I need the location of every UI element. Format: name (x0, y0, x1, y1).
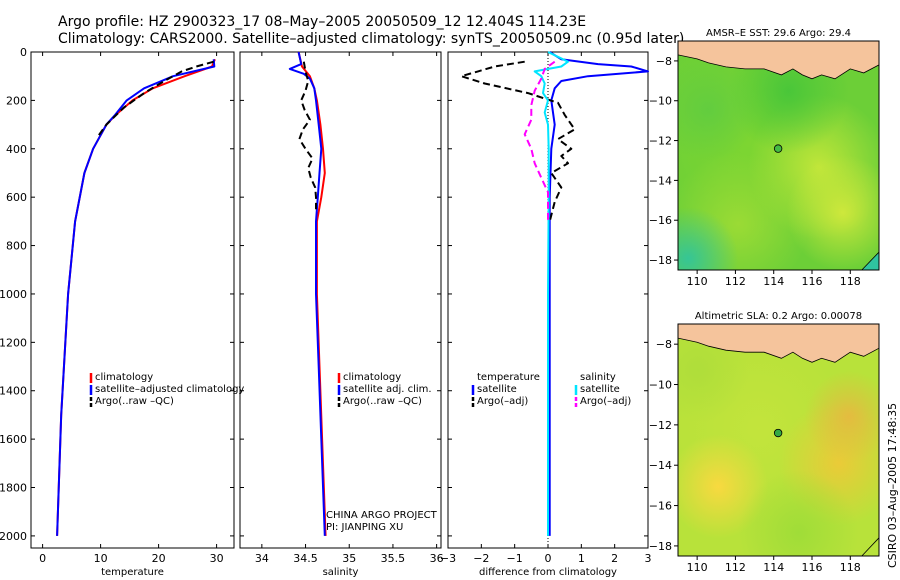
x-tick-label: 0 (39, 552, 46, 565)
annotation-pi: PI: JIANPING XU (326, 522, 403, 533)
panel-salinity: 34 34.5 35 35.5 36 salinity (239, 51, 444, 578)
argo-location-marker (773, 144, 783, 153)
plot-frame (30, 51, 235, 549)
map-field-patch (678, 58, 759, 162)
y-tick-label: −12 (649, 135, 672, 148)
legend-label: climatology (95, 372, 153, 383)
x-axis-label: salinity (323, 567, 359, 578)
x-tick-label: 20 (152, 552, 166, 565)
x-tick-label: 35 (342, 552, 356, 565)
footer-stamp: CSIRO 03–Aug–2005 17:48:35 (886, 402, 899, 568)
legend-label: satellite adj. clim. (343, 384, 432, 395)
map-field-patch (786, 155, 879, 270)
map-title: AMSR–E SST: 29.6 Argo: 29.4 (706, 28, 851, 39)
x-tick-label: −1 (507, 552, 523, 565)
legend-label: satellite (580, 384, 620, 395)
map-frame (677, 40, 880, 271)
y-tick-label: −10 (649, 379, 672, 392)
annotation-project: CHINA ARGO PROJECT (326, 510, 438, 521)
panel-difference: −3 −2 −1 0 1 2 3 difference from climatology (440, 51, 652, 578)
legend-label: salinity (580, 372, 616, 383)
legend-label: climatology (343, 372, 401, 383)
argo-location-marker (773, 428, 783, 438)
legend-label: satellite (477, 384, 517, 395)
x-tick-label: 36 (430, 552, 444, 565)
legend-label: Argo(–adj) (580, 396, 631, 407)
series-salinity-argo-adj- (523, 60, 556, 222)
legend-label: temperature (477, 372, 540, 383)
x-tick-label: 116 (802, 275, 823, 288)
y-tick-label: −18 (649, 254, 672, 267)
land-mass (678, 324, 879, 363)
y-tick-label: 2000 (0, 530, 27, 543)
series-temperature-argo-adj- (460, 60, 576, 222)
y-tick-label: −14 (649, 174, 672, 187)
x-tick-label: 114 (763, 275, 784, 288)
map-title: Altimetric SLA: 0.2 Argo: 0.00078 (695, 311, 862, 322)
x-tick-label: 10 (94, 552, 108, 565)
map-field-patch (738, 470, 859, 556)
x-tick-label: 118 (840, 561, 861, 574)
series-temperature-satellite (548, 51, 649, 536)
y-tick-label: 0 (20, 46, 27, 59)
legend-label: Argo(..raw –QC) (95, 396, 174, 407)
y-tick-label: −18 (649, 540, 672, 553)
series-satellite-adj-clim- (288, 51, 326, 536)
y-tick-label: −16 (649, 214, 672, 227)
y-tick-label: 1000 (0, 288, 27, 301)
map-field-patch (678, 207, 739, 270)
x-tick-label: 118 (840, 275, 861, 288)
x-tick-label: 0 (545, 552, 552, 565)
x-tick-label: 112 (725, 275, 746, 288)
plot-frame (239, 51, 442, 549)
x-tick-label: 2 (611, 552, 618, 565)
y-tick-label: −12 (649, 419, 672, 432)
figure-title-line-1: Argo profile: HZ 2900323_17 08–May–2005 … (58, 14, 587, 30)
map-sla_map: 110 112 114 116 118 −8 −10 −12 −14 −16 −18 Altimetr… (649, 311, 880, 574)
y-tick-label: −16 (649, 500, 672, 513)
y-tick-label: 200 (6, 94, 27, 107)
y-tick-label: 800 (6, 240, 27, 253)
x-tick-label: 116 (802, 561, 823, 574)
y-tick-label: 400 (6, 143, 27, 156)
x-tick-label: 114 (763, 561, 784, 574)
x-axis-label: difference from climatology (479, 567, 617, 578)
y-tick-label: −8 (656, 55, 672, 68)
map-frame (677, 323, 880, 557)
x-tick-label: 34 (255, 552, 269, 565)
y-tick-label: 1200 (0, 336, 27, 349)
y-tick-label: 1600 (0, 433, 27, 446)
y-tick-label: −10 (649, 95, 672, 108)
x-tick-label: 35.5 (381, 552, 406, 565)
legend-label: satellite–adjusted climatology (95, 384, 244, 395)
x-tick-label: −2 (473, 552, 489, 565)
y-tick-label: −14 (649, 459, 672, 472)
x-axis-label: temperature (101, 567, 164, 578)
x-tick-label: 112 (725, 561, 746, 574)
series-salinity-satellite (533, 51, 569, 536)
y-tick-label: 1400 (0, 385, 27, 398)
panel-temperature: 0 200 400 600 800 1000 1200 1400 1600 1800 2000 0 10… (0, 46, 235, 578)
series-argo-raw-qc- (96, 60, 214, 138)
y-tick-label: −8 (656, 338, 672, 351)
x-tick-label: 30 (210, 552, 224, 565)
map-sst_map: 110 112 114 116 118 −8 −10 −12 −14 −16 −18 AMSR–E S… (649, 28, 880, 288)
legend-label: Argo(–adj) (477, 396, 528, 407)
figure-title-line-2: Climatology: CARS2000. Satellite–adjuste… (58, 31, 685, 47)
x-tick-label: 34.5 (293, 552, 318, 565)
map-field-patch (804, 370, 879, 463)
land-mass (678, 41, 879, 80)
x-tick-label: 110 (687, 561, 708, 574)
x-tick-label: −3 (440, 552, 456, 565)
x-tick-label: 3 (645, 552, 652, 565)
series-argo-raw-qc- (298, 61, 317, 210)
y-tick-label: 1800 (0, 482, 27, 495)
legend-label: Argo(..raw –QC) (343, 396, 422, 407)
x-tick-label: 110 (687, 275, 708, 288)
y-tick-label: 600 (6, 191, 27, 204)
x-tick-label: 1 (578, 552, 585, 565)
